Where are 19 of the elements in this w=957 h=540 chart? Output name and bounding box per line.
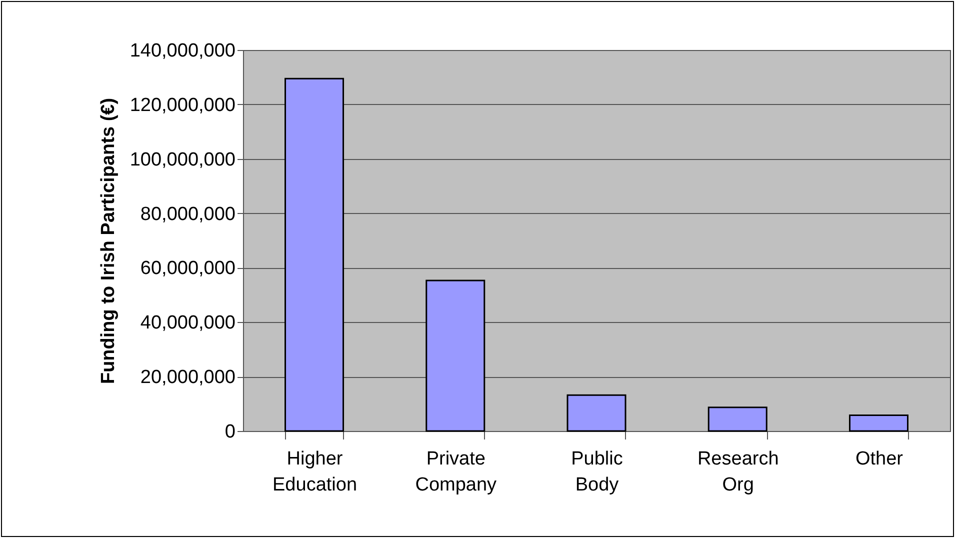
y-tick-label: 0 [224,422,236,442]
y-tick-label: 20,000,000 [140,367,236,388]
y-tick-label: 100,000,000 [130,149,236,170]
y-tick-label: 140,000,000 [130,40,236,62]
y-axis-title: Funding to Irish Participants (€) [98,98,119,384]
bar [566,394,626,432]
y-tick-label: 60,000,000 [140,258,236,280]
y-tick-label: 40,000,000 [140,312,236,334]
x-tick-label: Other [855,448,904,470]
y-tick-label: 80,000,000 [140,204,236,225]
x-tick-label: Private Company [415,448,498,496]
x-tick-label: Higher Education [272,448,358,496]
bar [708,406,768,432]
bar [426,280,486,432]
bar [284,78,344,432]
y-tick-label: 120,000,000 [130,94,236,116]
x-tick-label: Research Org [697,448,779,496]
bar [848,414,908,432]
x-tick-label: Public Body [571,448,623,496]
